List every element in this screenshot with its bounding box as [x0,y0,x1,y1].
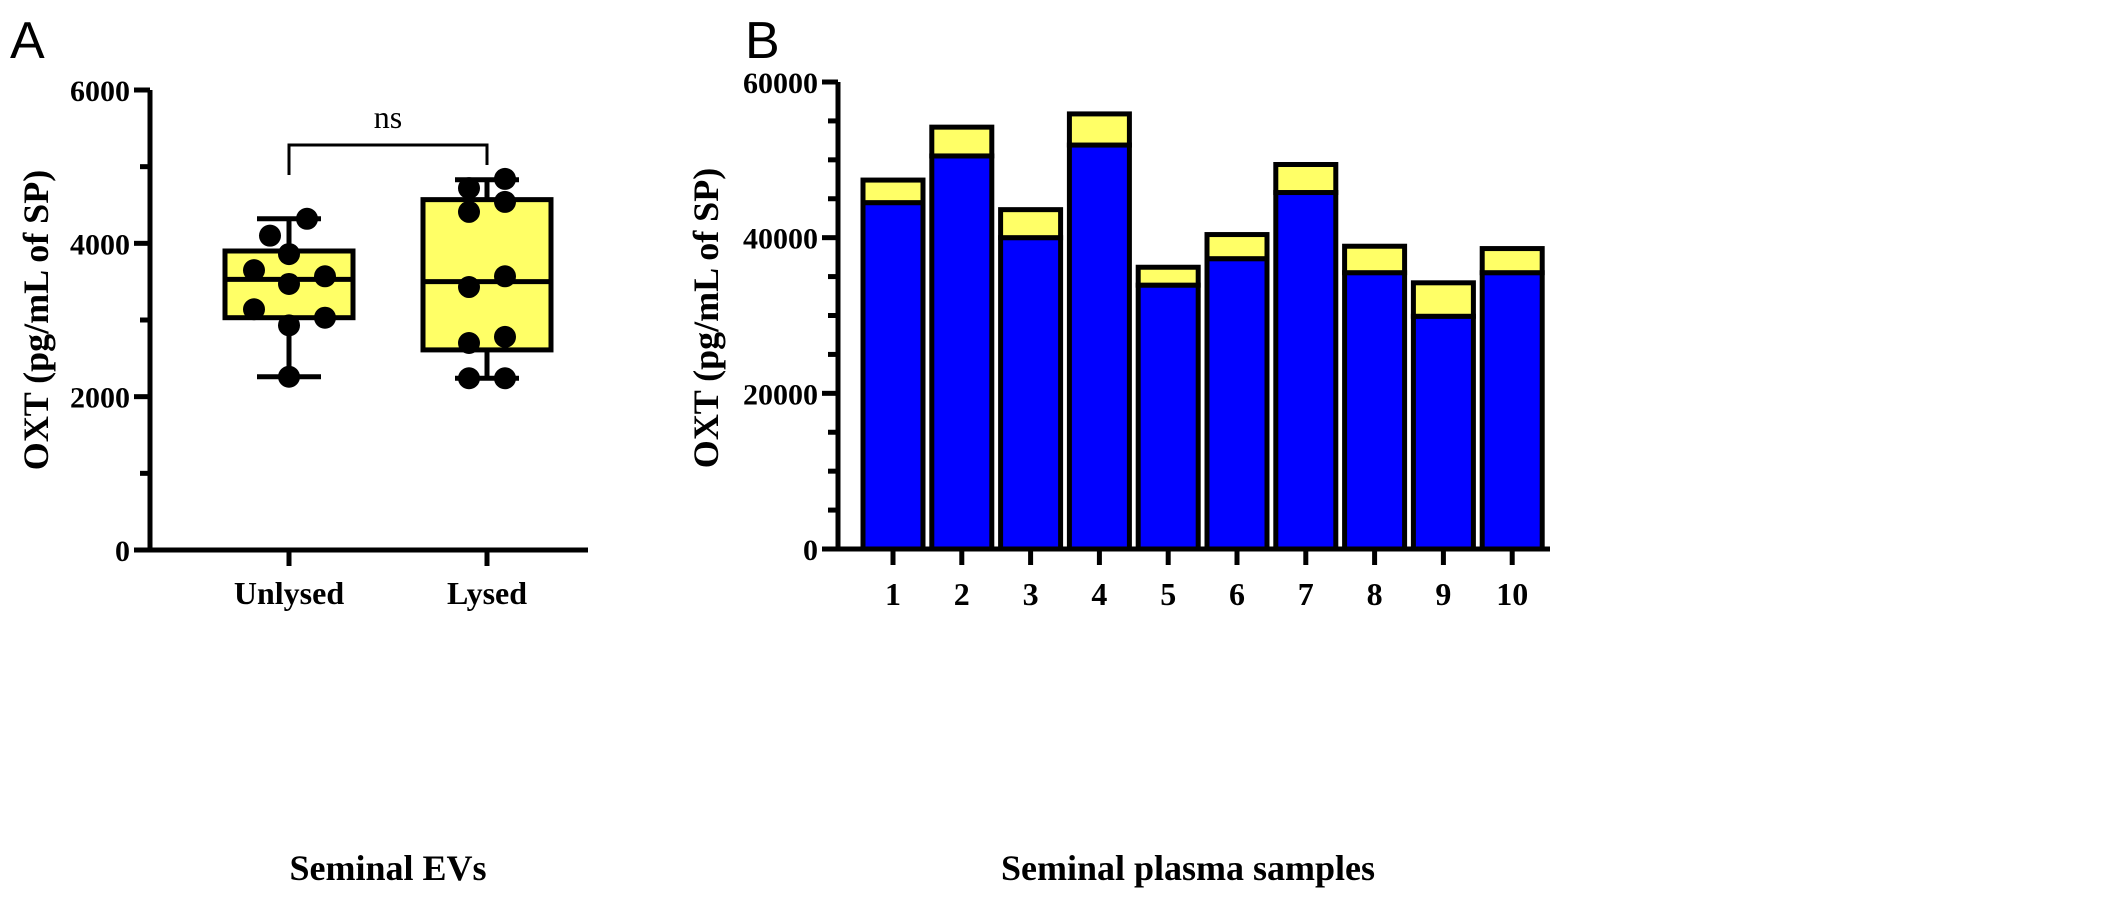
bar-lower-segment [1066,142,1132,552]
panel-a-label: A [10,12,45,70]
x-tick-label: 3 [1023,576,1039,612]
data-point [278,243,300,266]
data-point [494,325,516,348]
bar-upper-segment [1204,232,1270,262]
bar-lower-segment [1204,256,1270,552]
x-tick-label: 6 [1229,576,1245,612]
bar-upper-segment [1273,162,1339,196]
significance-label: ns [374,99,402,135]
x-tick-label: 8 [1367,576,1383,612]
x-tick-label: 10 [1496,576,1528,612]
y-tick-label: 0 [803,534,818,567]
y-tick-label: 2000 [70,382,130,415]
data-point [494,167,516,190]
data-point [458,332,480,354]
panel-a-ylabel: OXT (pg/mL of SP) [16,170,56,470]
x-tick-label: 1 [885,576,901,612]
x-tick-label: 5 [1160,576,1176,612]
data-point [494,367,516,390]
bar-upper-segment [998,207,1064,241]
bar-lower-segment [1410,313,1476,552]
bar-upper-segment [929,124,995,159]
x-tick-label: Lysed [447,575,527,611]
y-tick-label: 20000 [743,378,818,411]
bar-lower-segment [1479,270,1545,552]
data-point [314,306,336,329]
x-tick-label: 4 [1091,576,1107,612]
data-point [458,367,480,390]
data-point [278,272,300,295]
bar-lower-segment [929,153,995,552]
data-point [458,200,480,223]
panel-b-ylabel: OXT (pg/mL of SP) [686,168,726,468]
bar-upper-segment [860,177,926,206]
x-tick-label: Unlysed [234,575,344,611]
data-point [259,224,281,247]
data-point [458,276,480,299]
bar-lower-segment [1273,190,1339,552]
panel-a: A OXT (pg/mL of SP) Seminal EVs 0 2000 400… [10,12,588,888]
bar-lower-segment [1135,282,1201,552]
box [420,197,554,353]
significance-bracket [287,143,489,175]
bar-lower-segment [1342,270,1408,552]
bar-lower-segment [860,200,926,552]
data-point [243,298,265,321]
y-tick-label: 4000 [70,228,130,261]
bar-upper-segment [1342,243,1408,276]
panel-b-label: B [745,12,780,70]
data-point [458,177,480,200]
panel-b-axes [835,82,1550,552]
bar-upper-segment [1135,264,1201,288]
panel-a-axes [147,90,588,553]
data-point [296,207,318,230]
data-point [494,190,516,213]
bar-lower-segment [998,235,1064,552]
x-tick-label: 2 [954,576,970,612]
y-tick-label: 6000 [70,75,130,108]
bar-upper-segment [1066,111,1132,148]
y-tick-label: 60000 [743,67,818,100]
x-tick-label: 9 [1435,576,1451,612]
data-point [278,365,300,388]
data-point [278,314,300,337]
y-tick-label: 40000 [743,223,818,256]
data-point [243,259,265,282]
panel-a-xlabel: Seminal EVs [289,848,486,888]
bar-upper-segment [1410,280,1476,319]
x-tick-label: 7 [1298,576,1314,612]
data-point [494,265,516,288]
panel-b-xlabel: Seminal plasma samples [1001,848,1375,888]
y-tick-label: 0 [115,535,130,568]
data-point [314,265,336,288]
panel-b: B OXT (pg/mL of SP) Seminal plasma sampl… [686,12,1550,888]
bar-upper-segment [1479,246,1545,276]
